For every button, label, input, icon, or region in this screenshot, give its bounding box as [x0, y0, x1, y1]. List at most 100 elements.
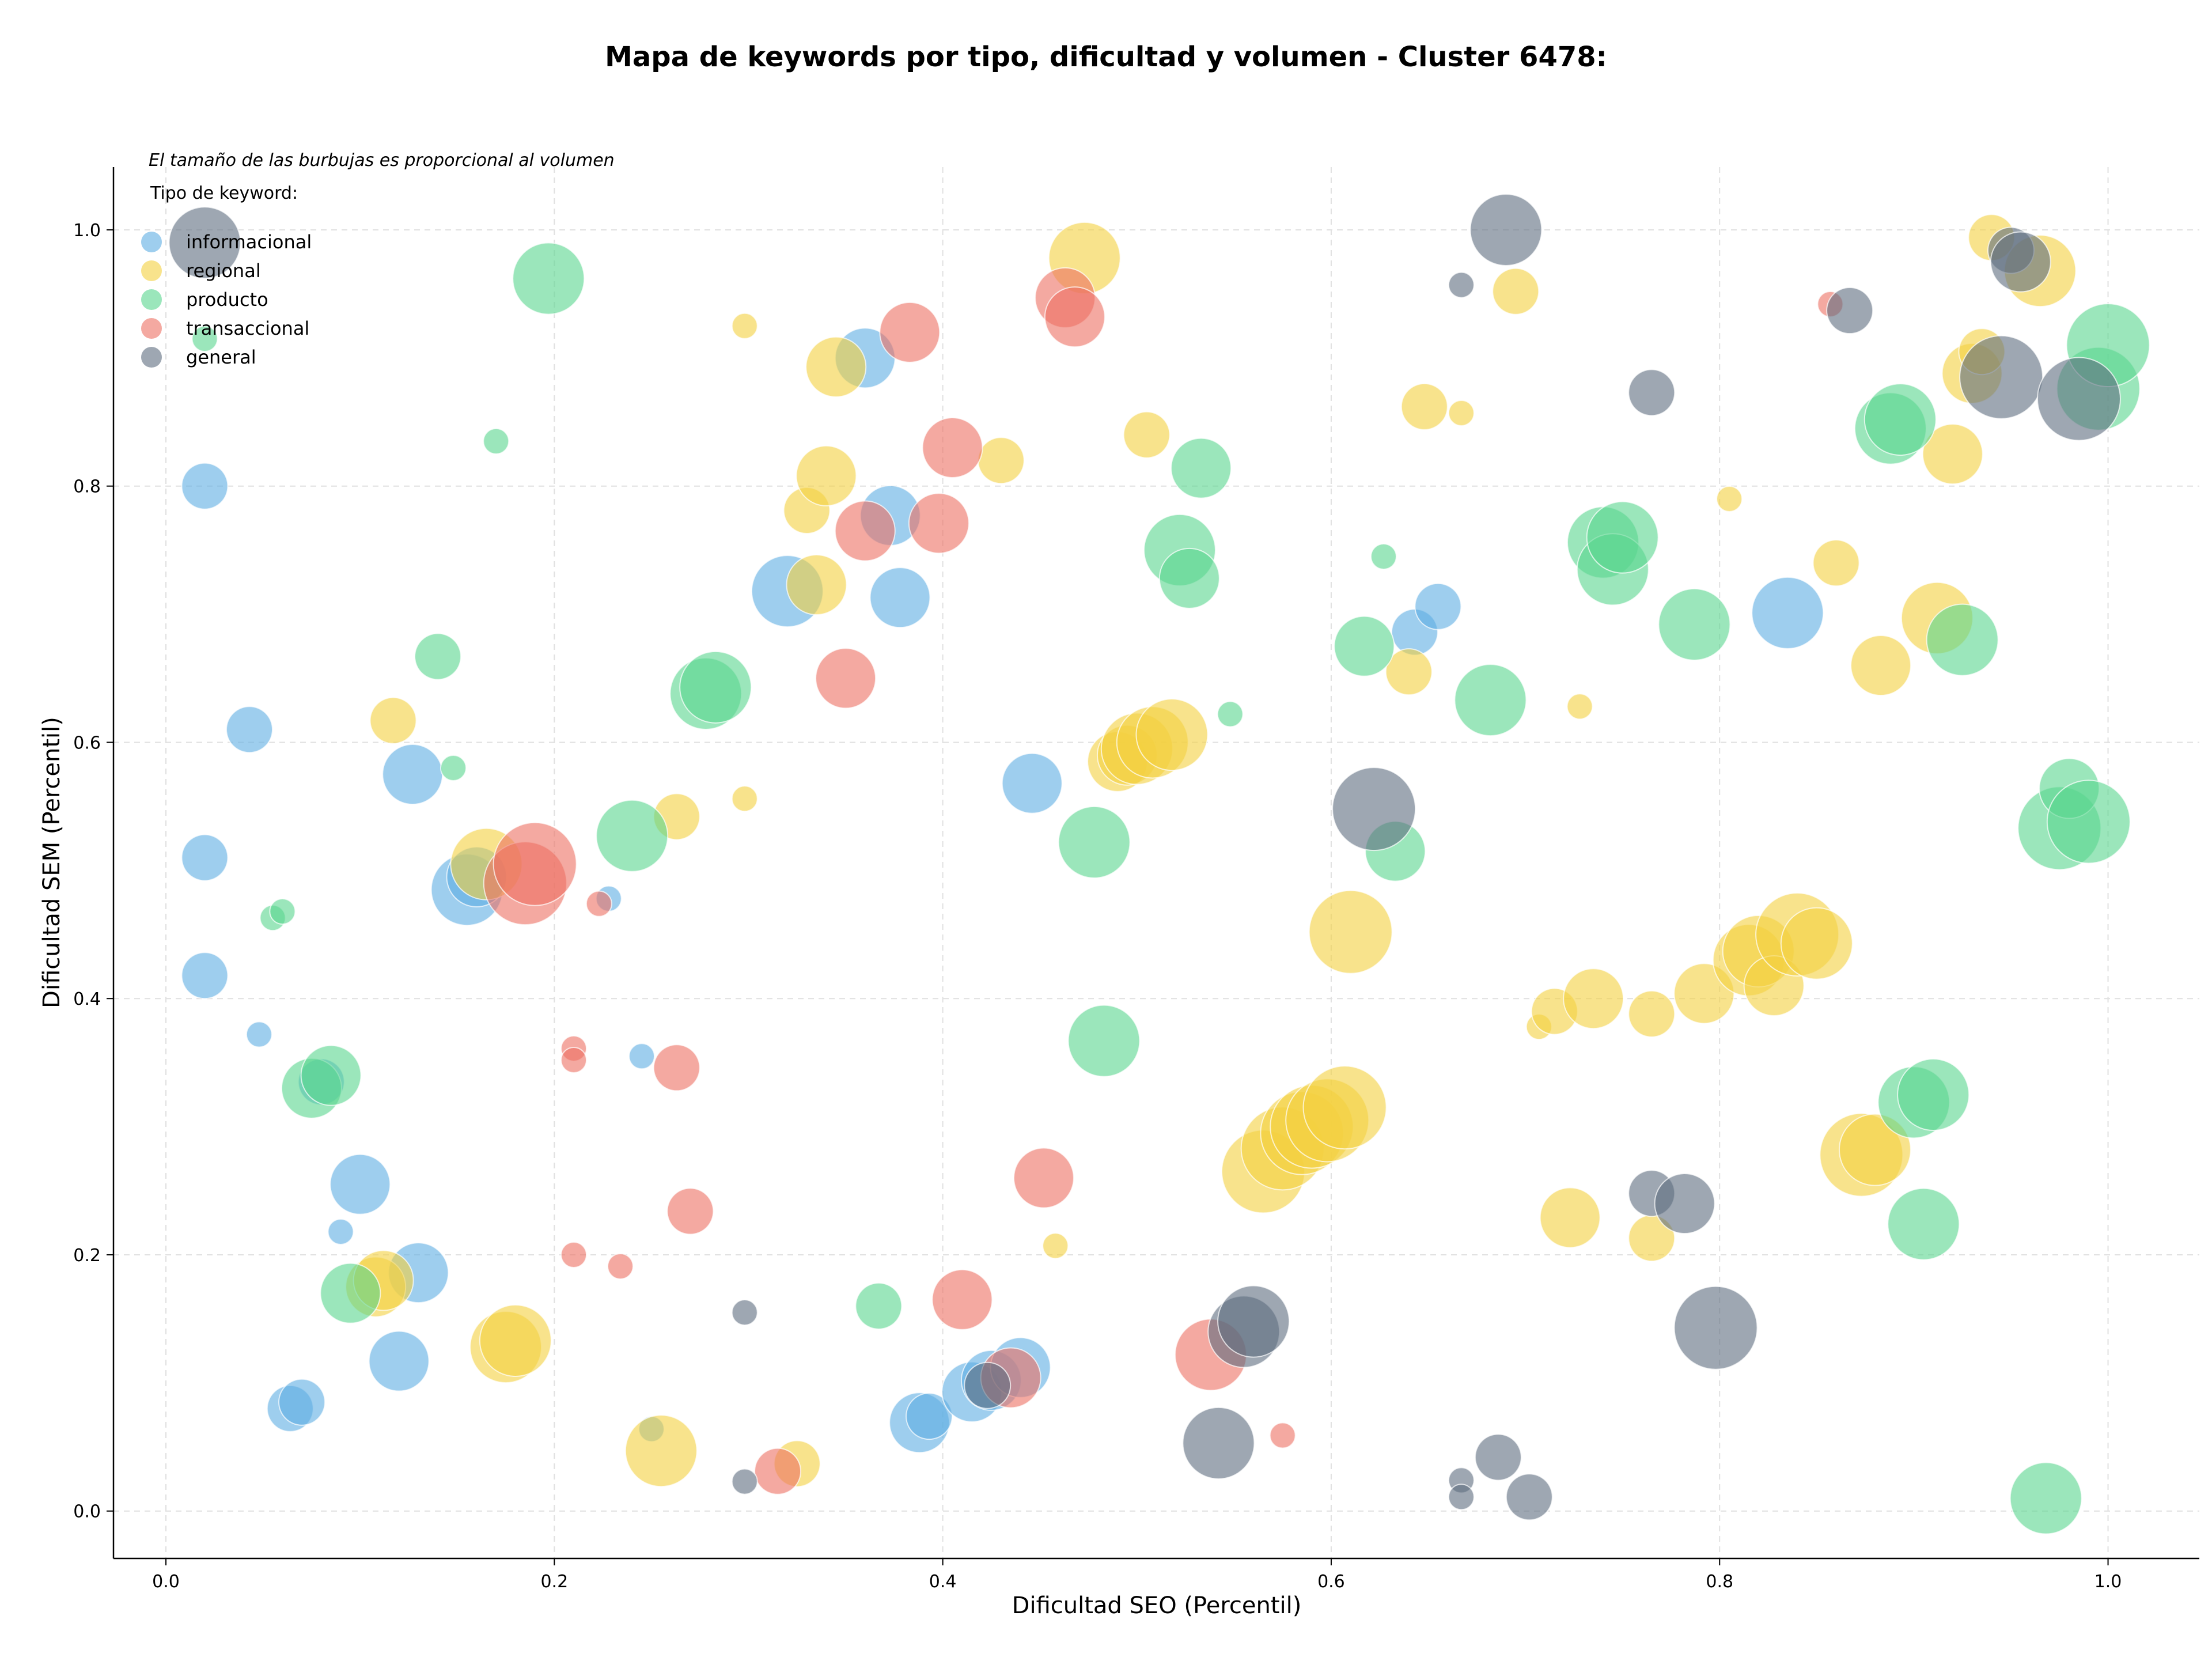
bubble-transaccional: [666, 1187, 714, 1235]
bubble-general: [1990, 231, 2051, 293]
bubble-general: [1217, 1285, 1290, 1358]
bubble-general: [1474, 1433, 1522, 1481]
y-tick-label: 0.6: [73, 733, 101, 753]
bubble-regional: [1716, 485, 1743, 512]
bubble-informacional: [1414, 582, 1462, 630]
bubble-informacional: [628, 1043, 656, 1070]
bubble-producto: [1171, 437, 1232, 499]
bubble-general: [1959, 335, 2044, 419]
bubble-transaccional: [815, 648, 877, 709]
x-axis-label: Dificultad SEO (Percentil): [1012, 1592, 1302, 1619]
legend-label-producto: producto: [186, 289, 268, 311]
bubble-informacional: [181, 834, 229, 881]
bubble-producto: [320, 1262, 381, 1324]
bubble-transaccional: [560, 1046, 588, 1073]
bubble-regional: [1448, 399, 1475, 426]
legend-marker-regional: [141, 260, 162, 281]
bubble-regional: [1492, 267, 1540, 315]
bubble-producto: [1334, 615, 1395, 677]
bubble-regional: [1385, 648, 1433, 696]
bubble-producto: [1370, 543, 1397, 570]
bubble-regional: [1850, 635, 1912, 697]
bubble-regional: [1812, 539, 1860, 587]
x-tick-label: 0.6: [1317, 1572, 1345, 1592]
bubble-general: [731, 1468, 758, 1495]
bubble-transaccional: [834, 500, 896, 562]
bubble-informacional: [382, 744, 444, 805]
bubble-transaccional: [653, 1044, 700, 1092]
bubble-producto: [440, 754, 467, 781]
bubble-regional: [1780, 907, 1853, 980]
series-regional: [345, 214, 2077, 1488]
bubble-informacional: [278, 1378, 326, 1426]
bubble-informacional: [368, 1330, 430, 1392]
legend-label-general: general: [186, 346, 256, 368]
bubble-regional: [1566, 693, 1593, 720]
bubble-regional: [1400, 383, 1448, 430]
bubble-producto: [2046, 780, 2131, 864]
x-tick-label: 0.8: [1706, 1572, 1733, 1592]
bubble-regional: [369, 697, 417, 744]
bubble-producto: [512, 242, 585, 315]
bubble-general: [1673, 1285, 1758, 1370]
bubble-informacional: [906, 1393, 953, 1440]
bubble-transaccional: [1044, 286, 1105, 348]
bubble-producto: [1897, 1058, 1970, 1131]
y-tick-label: 0.8: [73, 477, 101, 497]
bubble-producto: [414, 633, 462, 680]
bubble-transaccional: [922, 417, 983, 479]
bubble-general: [1826, 287, 1874, 335]
bubble-producto: [596, 799, 669, 872]
y-tick-label: 0.0: [73, 1502, 101, 1522]
legend-marker-general: [141, 347, 162, 368]
y-tick-label: 1.0: [73, 221, 101, 241]
legend: Tipo de keyword: informacional regional pr…: [141, 183, 312, 368]
bubble-general: [731, 1299, 758, 1326]
bubble-regional: [796, 445, 857, 506]
y-tick-label: 0.2: [73, 1246, 101, 1266]
bubble-informacional: [329, 1153, 391, 1215]
bubble-transaccional: [931, 1269, 993, 1330]
bubble-general: [1654, 1173, 1715, 1235]
bubble-regional: [1308, 890, 1393, 974]
legend-label-regional: regional: [186, 260, 261, 282]
bubble-regional: [624, 1414, 698, 1488]
series-producto: [191, 242, 2150, 1535]
bubble-regional: [1302, 1065, 1387, 1150]
series-general: [168, 193, 2121, 1521]
x-tick-label: 0.4: [929, 1572, 957, 1592]
bubble-producto: [1658, 588, 1731, 661]
bubble-producto: [191, 325, 218, 352]
y-axis-label: Dificultad SEM (Percentil): [39, 717, 65, 1008]
legend-marker-transaccional: [141, 318, 162, 339]
bubble-regional: [1628, 990, 1676, 1038]
bubble-transaccional: [1269, 1422, 1296, 1449]
bubble-regional: [1135, 698, 1209, 771]
bubble-producto: [1926, 603, 1999, 676]
bubble-regional: [1042, 1232, 1069, 1259]
bubble-general: [1469, 193, 1543, 266]
bubble-regional: [479, 1304, 552, 1377]
legend-title: Tipo de keyword:: [150, 183, 298, 203]
bubble-producto: [855, 1282, 903, 1330]
legend-label-informacional: informacional: [186, 231, 312, 253]
bubble-regional: [731, 312, 758, 339]
bubble-transaccional: [879, 301, 941, 363]
bubble-general: [2036, 357, 2121, 441]
bubble-transaccional: [908, 493, 969, 554]
chart-title: Mapa de keywords por tipo, dificultad y …: [605, 41, 1607, 73]
y-tick-label: 0.4: [73, 989, 101, 1009]
bubble-regional: [977, 437, 1025, 485]
bubble-transaccional: [560, 1241, 588, 1268]
legend-label-transaccional: transaccional: [186, 317, 309, 339]
bubble-producto: [483, 427, 510, 455]
bubble-producto: [1217, 701, 1244, 728]
legend-marker-producto: [141, 289, 162, 310]
bubble-regional: [1922, 423, 1983, 485]
bubble-transaccional: [607, 1253, 634, 1280]
bubble-producto: [1586, 501, 1659, 574]
bubble-informacional: [181, 952, 229, 1000]
bubble-informacional: [327, 1218, 354, 1245]
bubble-producto: [679, 650, 752, 724]
